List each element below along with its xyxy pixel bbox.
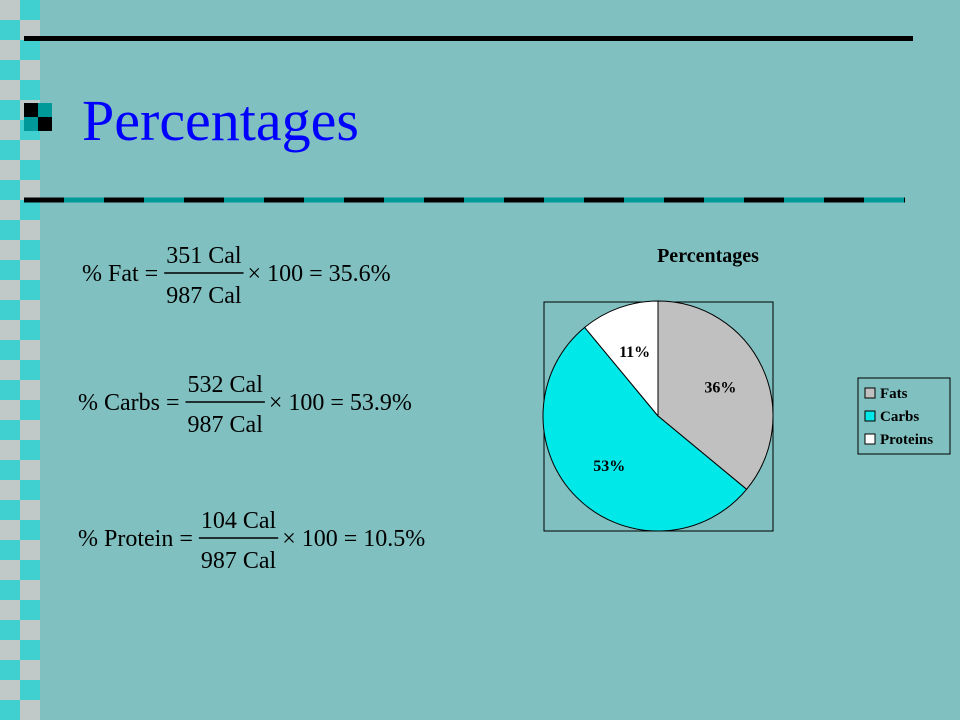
numerator: 532 Cal	[188, 372, 264, 398]
pie-slice	[657, 300, 774, 491]
pie: 36% 53% 11%	[542, 300, 774, 532]
legend-swatch	[864, 410, 876, 422]
top-rule	[24, 36, 913, 41]
chart-title: Percentages	[657, 245, 759, 267]
denominator: 987 Cal	[166, 283, 242, 309]
equation-rhs: × 100 = 10.5%	[282, 526, 425, 552]
pie-slice	[583, 300, 659, 418]
slice-label: 53%	[593, 458, 625, 475]
equation-rhs: × 100 = 53.9%	[269, 390, 412, 416]
denominator: 987 Cal	[201, 548, 277, 574]
equation-lhs: % Protein =	[78, 526, 193, 552]
legend-label: Carbs	[880, 409, 919, 425]
denominator: 987 Cal	[188, 412, 264, 438]
legend-swatch	[864, 387, 876, 399]
title-bullet	[24, 103, 52, 131]
legend-entries: Fats Carbs Proteins	[864, 386, 933, 448]
slice-label: 11%	[619, 344, 650, 361]
slide-title: Percentages	[82, 88, 359, 153]
equation-rhs: × 100 = 35.6%	[248, 261, 391, 287]
slice-label: 36%	[704, 380, 736, 397]
equation-lhs: % Fat =	[82, 261, 158, 287]
numerator: 104 Cal	[201, 508, 277, 534]
legend-swatch	[864, 433, 876, 445]
legend-label: Fats	[880, 386, 908, 402]
numerator: 351 Cal	[166, 243, 242, 269]
pie-slice	[542, 326, 748, 532]
legend-label: Proteins	[880, 432, 933, 448]
equation-lhs: % Carbs =	[78, 390, 180, 416]
